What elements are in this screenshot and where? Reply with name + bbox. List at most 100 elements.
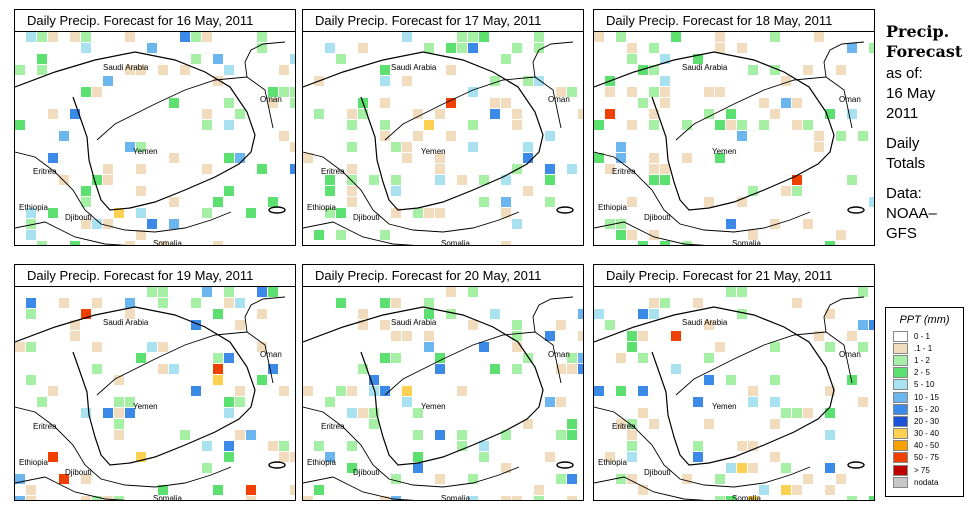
precip-cell: [523, 186, 533, 196]
precip-cell: [781, 76, 791, 86]
border-line: [675, 76, 853, 141]
precip-cell: [202, 32, 212, 42]
border-line: [15, 476, 127, 500]
label-ethiopia: Ethiopia: [307, 458, 336, 467]
legend-label: 1 - 2: [914, 355, 931, 365]
precip-cell: [490, 76, 500, 86]
precip-cell: [468, 32, 478, 42]
precip-cell: [169, 197, 179, 207]
precip-cell: [26, 375, 36, 385]
info-source-1: NOAA–: [886, 205, 937, 222]
precip-cell: [704, 87, 714, 97]
precip-cell: [180, 32, 190, 42]
precip-cell: [770, 219, 780, 229]
precip-cell: [748, 496, 758, 500]
legend-item: 2 - 5: [886, 367, 963, 379]
precip-cell: [715, 342, 725, 352]
precip-cell: [737, 463, 747, 473]
precip-cell: [556, 87, 566, 97]
precip-cell: [638, 485, 648, 495]
precip-map: Saudi Arabia Oman Yemen Eritrea Ethiopia Djib…: [303, 32, 583, 245]
precip-cell: [103, 164, 113, 174]
precip-cell: [48, 386, 58, 396]
precip-cell: [534, 496, 544, 500]
precip-cell: [446, 43, 456, 53]
label-ethiopia: Ethiopia: [19, 203, 48, 212]
precip-cell: [649, 175, 659, 185]
precip-cell: [545, 331, 555, 341]
precip-cell: [715, 87, 725, 97]
precip-cell: [660, 98, 670, 108]
panel-title: Daily Precip. Forecast for 21 May, 2011: [594, 265, 874, 287]
precip-map: Saudi Arabia Oman Yemen Eritrea Ethiopia Djib…: [15, 32, 295, 245]
precip-cell: [347, 175, 357, 185]
precip-cell: [279, 441, 289, 451]
precip-cell: [748, 65, 758, 75]
precip-cell: [638, 65, 648, 75]
precip-cell: [402, 153, 412, 163]
precip-cell: [147, 219, 157, 229]
precip-cell: [257, 342, 267, 352]
label-somalia: Somalia: [153, 494, 182, 500]
precip-cell: [37, 397, 47, 407]
precip-cell: [213, 364, 223, 374]
precip-cell: [435, 109, 445, 119]
precip-cell: [869, 320, 874, 330]
precip-cell: [81, 197, 91, 207]
precip-cell: [369, 175, 379, 185]
legend-swatch: [893, 354, 908, 366]
precip-cell: [26, 309, 36, 319]
precip-cell: [770, 452, 780, 462]
precip-cell: [479, 175, 489, 185]
precip-cell: [257, 309, 267, 319]
border-line: [594, 406, 811, 488]
precip-cell: [649, 309, 659, 319]
precip-cell: [347, 386, 357, 396]
precip-cell: [202, 164, 212, 174]
precip-cell: [380, 131, 390, 141]
precip-cell: [413, 109, 423, 119]
precip-cell: [605, 219, 615, 229]
precip-cell: [726, 375, 736, 385]
precip-cell: [402, 331, 412, 341]
precip-cell: [715, 120, 725, 130]
precip-cell: [825, 342, 835, 352]
precip-map: Saudi Arabia Oman Yemen Eritrea Ethiopia Djib…: [15, 287, 295, 500]
precip-cell: [748, 386, 758, 396]
precip-cell: [578, 309, 583, 319]
precip-cell: [380, 496, 390, 500]
legend-item: 40 - 50: [886, 440, 963, 452]
precip-cell: [660, 298, 670, 308]
precip-cell: [347, 186, 357, 196]
precip-cell: [468, 320, 478, 330]
precip-cell: [424, 298, 434, 308]
precip-cell: [715, 43, 725, 53]
label-saudi: Saudi Arabia: [682, 63, 728, 72]
precip-cell: [858, 287, 868, 297]
precip-cell: [224, 98, 234, 108]
precip-cell: [290, 452, 295, 462]
precip-cell: [523, 76, 533, 86]
precip-cell: [15, 342, 25, 352]
precip-cell: [649, 109, 659, 119]
precip-cell: [627, 230, 637, 240]
precip-cell: [660, 76, 670, 86]
precip-cell: [627, 197, 637, 207]
precip-cell: [770, 32, 780, 42]
precip-cell: [235, 430, 245, 440]
precip-cell: [224, 408, 234, 418]
precip-cell: [435, 175, 445, 185]
precip-cell: [413, 131, 423, 141]
precip-cell: [81, 496, 91, 500]
legend-item: 50 - 75: [886, 452, 963, 464]
precip-cell: [770, 419, 780, 429]
label-somalia: Somalia: [441, 239, 470, 245]
precip-cell: [501, 208, 511, 218]
precip-cell: [759, 98, 769, 108]
precip-cell: [103, 496, 113, 500]
precip-cell: [169, 153, 179, 163]
precip-cell: [147, 43, 157, 53]
precip-cell: [446, 309, 456, 319]
precip-cell: [37, 65, 47, 75]
border-line: [594, 151, 811, 233]
